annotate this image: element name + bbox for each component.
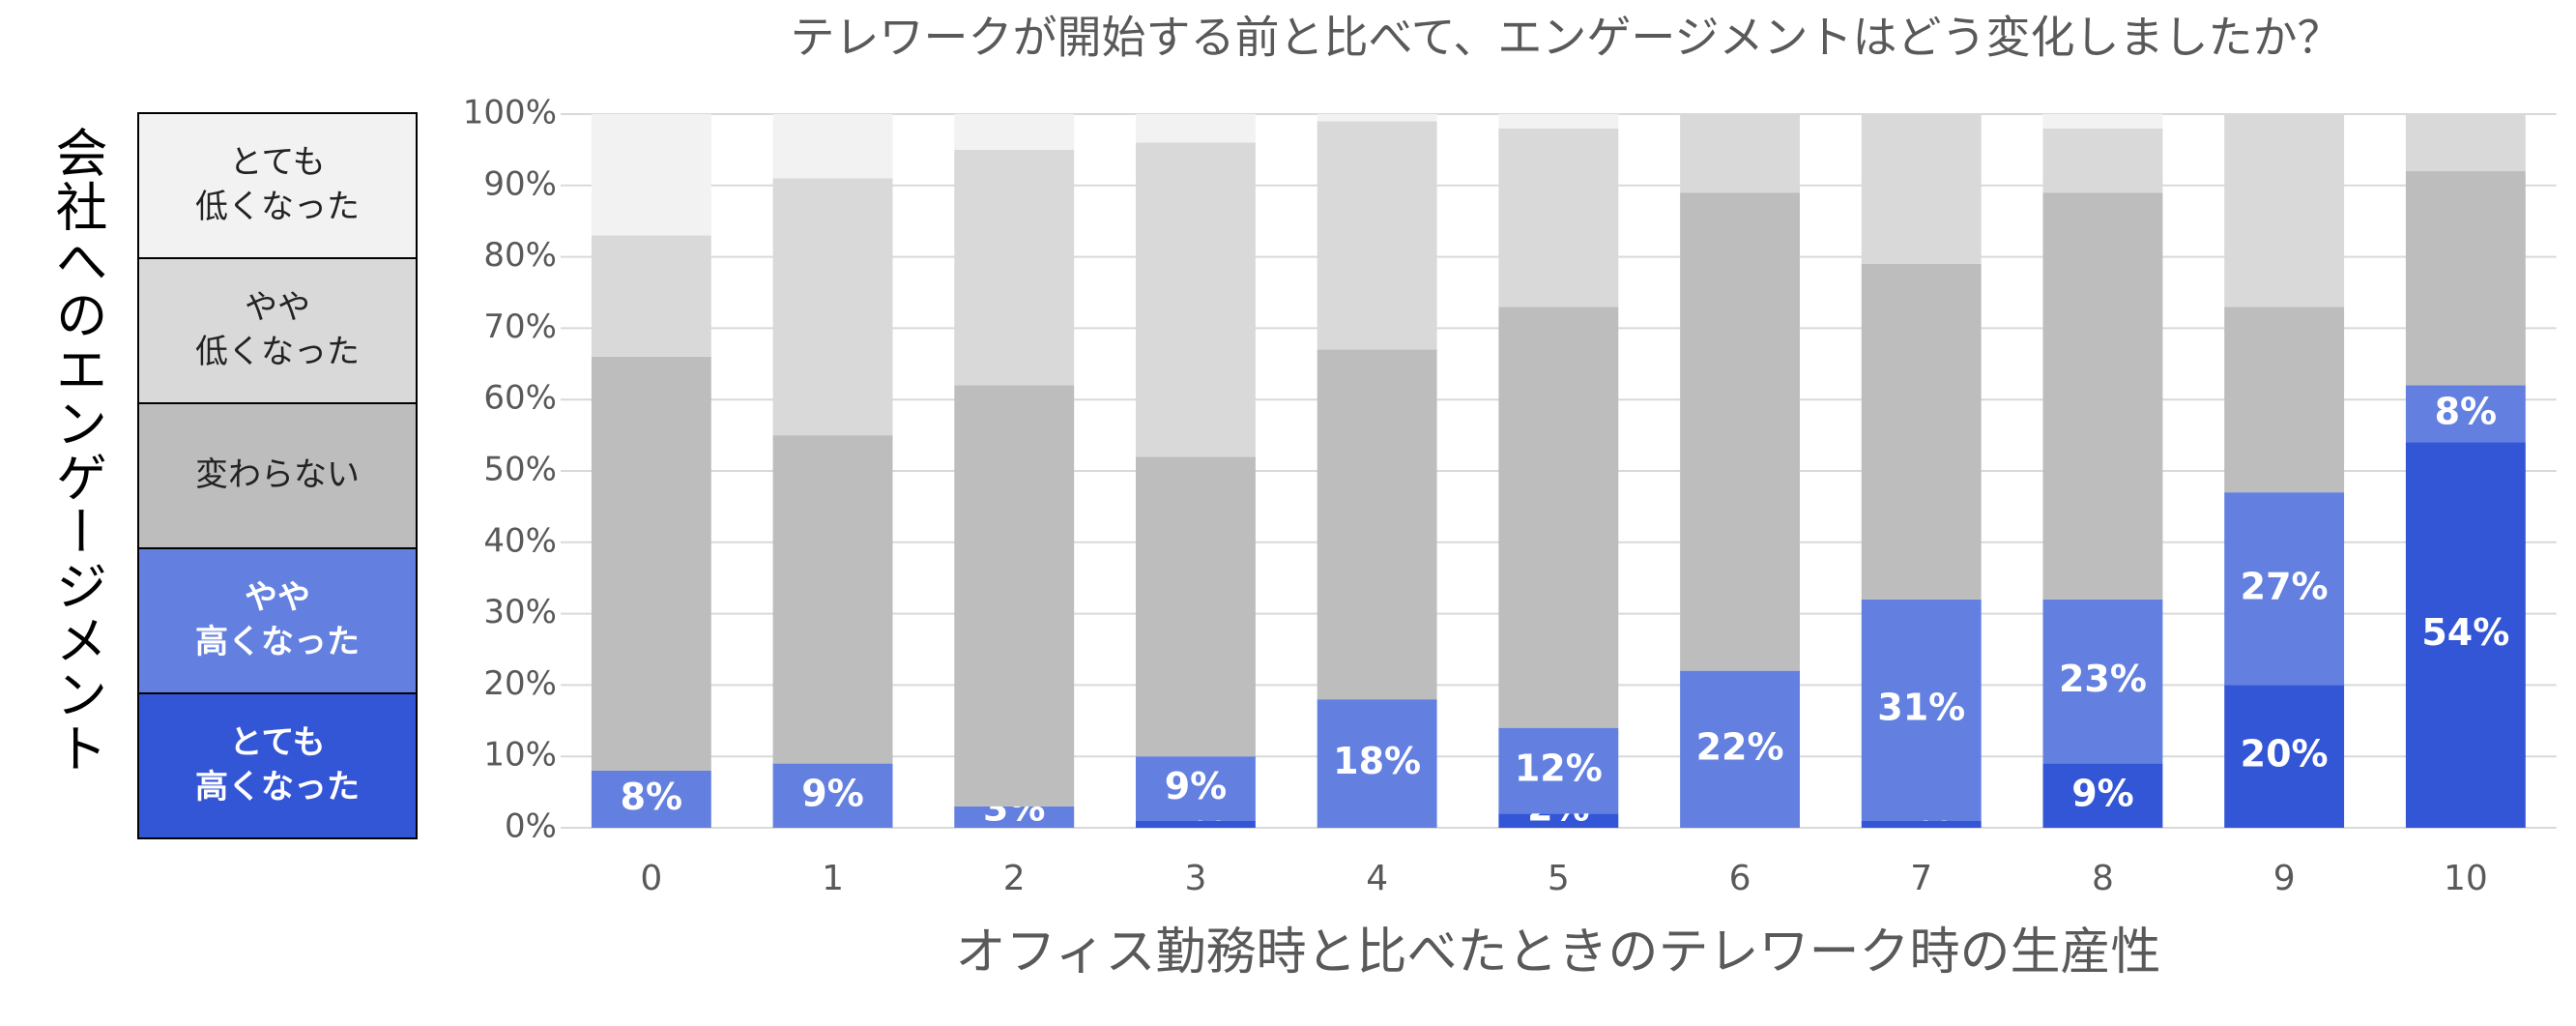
data-label: 18%	[1333, 740, 1421, 782]
bar-segment	[1861, 263, 1982, 600]
bar-segment	[2042, 128, 2163, 193]
bar-segment	[591, 356, 711, 771]
y-tick-label: 20%	[483, 664, 557, 703]
x-tick-label: 8	[2092, 859, 2114, 898]
data-label: 9%	[801, 772, 864, 814]
bar-segment	[772, 178, 893, 436]
bar-segment	[2224, 492, 2345, 686]
legend-entry: とても 高くなった	[139, 692, 416, 837]
bar-segment	[1680, 192, 1800, 671]
x-tick-label: 1	[822, 859, 844, 898]
bar-segment	[1317, 121, 1437, 350]
bar-segment	[1136, 114, 1256, 143]
bar-segment	[1136, 456, 1256, 757]
y-tick-label: 60%	[483, 379, 557, 418]
x-tick-label: 2	[1003, 859, 1026, 898]
x-tick-label: 6	[1729, 859, 1751, 898]
legend-entry: やや 高くなった	[139, 547, 416, 692]
bar-segment	[1498, 813, 1619, 828]
bar-segment	[772, 114, 893, 179]
bar-segment	[2224, 307, 2345, 493]
y-tick-label: 100%	[463, 94, 557, 132]
bar-segment	[1317, 114, 1437, 122]
y-axis-title: 会社へのエンゲージメント	[46, 126, 107, 776]
bar-segment	[954, 149, 1075, 386]
data-label: 54%	[2421, 611, 2509, 654]
bar-segment	[1680, 114, 1800, 193]
x-axis-title: オフィス勤務時と比べたときのテレワーク時の生産性	[956, 923, 2161, 982]
legend-entry: とても 低くなった	[139, 114, 416, 257]
bar-segment	[2405, 442, 2526, 828]
y-tick-label: 70%	[483, 308, 557, 346]
bar-segment	[1498, 307, 1619, 728]
y-tick-label: 10%	[483, 736, 557, 775]
data-label: 22%	[1696, 725, 1784, 768]
bar-segment	[1498, 114, 1619, 129]
bar-segment	[591, 235, 711, 357]
x-tick-label: 5	[1548, 859, 1570, 898]
y-tick-label: 90%	[483, 164, 557, 203]
bar-segment	[2042, 599, 2163, 764]
data-label: 20%	[2241, 733, 2329, 776]
bar-segment	[772, 763, 893, 828]
bar-segment	[2405, 385, 2526, 443]
bar-segment	[954, 114, 1075, 150]
data-label: 12%	[1515, 747, 1603, 789]
data-label: 23%	[2059, 658, 2147, 700]
legend: とても 低くなった やや 低くなった 変わらない やや 高くなった とても 高くなった	[137, 112, 418, 839]
x-tick-label: 3	[1184, 859, 1206, 898]
bar-segment	[1498, 727, 1619, 814]
bar-segment	[1861, 114, 1982, 264]
y-tick-label: 30%	[483, 593, 557, 631]
bar-segment	[2224, 685, 2345, 828]
bar-segment	[954, 806, 1075, 828]
bar-segment	[1136, 142, 1256, 457]
y-tick-label: 40%	[483, 521, 557, 560]
y-tick-label: 0%	[505, 807, 557, 846]
y-tick-label: 80%	[483, 236, 557, 275]
bar-segment	[2405, 171, 2526, 386]
bar-segment	[2405, 114, 2526, 172]
x-tick-label: 10	[2444, 859, 2488, 898]
x-tick-label: 4	[1366, 859, 1388, 898]
data-label: 9%	[2071, 772, 2134, 814]
bar-segment	[1136, 756, 1256, 821]
y-tick-label: 50%	[483, 451, 557, 489]
x-tick-label: 7	[1910, 859, 1932, 898]
bar-segment	[1861, 820, 1982, 828]
data-label: 9%	[1165, 765, 1228, 807]
bar-segment	[591, 770, 711, 828]
bar-segment	[1498, 128, 1619, 308]
x-tick-label: 0	[640, 859, 662, 898]
bar-segment	[772, 435, 893, 764]
data-label: 8%	[621, 776, 683, 818]
bar-segment	[1317, 349, 1437, 700]
legend-entry: やや 低くなった	[139, 257, 416, 402]
data-label: 31%	[1877, 687, 1965, 729]
legend-entry: 変わらない	[139, 402, 416, 547]
bar-segment	[1861, 599, 1982, 821]
bar-segment	[1680, 670, 1800, 828]
bar-segment	[2042, 192, 2163, 600]
data-label: 27%	[2241, 565, 2329, 607]
data-label: 8%	[2435, 390, 2498, 432]
bar-segment	[1317, 699, 1437, 828]
x-tick-label: 9	[2273, 859, 2296, 898]
bar-segment	[1136, 820, 1256, 828]
chart-title: テレワークが開始する前と比べて、エンゲージメントはどう変化しましたか？	[791, 12, 2342, 64]
bar-segment	[591, 114, 711, 236]
bar-segment	[2042, 763, 2163, 828]
bar-segment	[954, 385, 1075, 806]
bar-segment	[2042, 114, 2163, 129]
bar-segment	[2224, 114, 2345, 308]
